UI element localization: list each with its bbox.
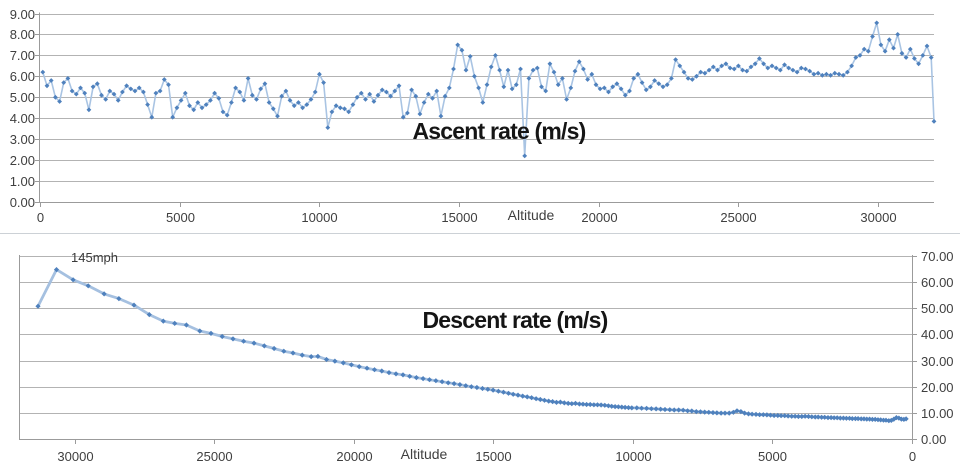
x-tick-label: 10000 [615, 449, 651, 464]
axis-tick-labels: 0.00 1.00 2.00 3.00 4.00 5.00 6.00 7.00 8.00 9.00… [10, 7, 897, 225]
y-tick-label: 60.00 [921, 275, 954, 290]
x-tick-label: 15000 [441, 210, 477, 225]
y-tick-label: 2.00 [10, 153, 35, 168]
y-tick-label: 6.00 [10, 69, 35, 84]
y-tick-label: 10.00 [921, 406, 954, 421]
y-tick-label: 70.00 [921, 249, 954, 264]
descent-chart-title: Descent rate (m/s) [422, 307, 608, 333]
y-tick-label: 8.00 [10, 27, 35, 42]
y-tick-label: 0.00 [10, 195, 35, 210]
x-tick-label: 30000 [57, 449, 93, 464]
y-tick-label: 50.00 [921, 301, 954, 316]
series-line [36, 268, 907, 423]
x-tick-label: 10000 [301, 210, 337, 225]
x-axis-title: Altitude [401, 446, 448, 462]
y-tick-label: 20.00 [921, 380, 954, 395]
y-tick-label: 5.00 [10, 90, 35, 105]
x-tick-label: 20000 [336, 449, 372, 464]
y-tick-label: 40.00 [921, 327, 954, 342]
y-tick-label: 9.00 [10, 7, 35, 22]
x-tick-label: 5000 [758, 449, 787, 464]
series-markers [35, 267, 909, 424]
series-line [42, 22, 935, 157]
data-series [35, 267, 909, 424]
x-tick-label: 0 [37, 210, 44, 225]
data-series [40, 20, 937, 159]
descent-peak-annotation: 145mph [71, 250, 118, 265]
y-tick-label: 1.00 [10, 174, 35, 189]
axis-tick-labels: 0.00 10.00 20.00 30.00 40.00 50.00 60.00 70.00 3… [57, 249, 953, 464]
descent-chart-canvas: 0.00 10.00 20.00 30.00 40.00 50.00 60.00 70.00 3… [19, 249, 954, 464]
grid-and-axes [35, 12, 934, 207]
y-tick-label: 3.00 [10, 132, 35, 147]
ascent-chart-title: Ascent rate (m/s) [412, 118, 586, 144]
x-axis-title: Altitude [508, 207, 555, 223]
x-tick-label: 25000 [196, 449, 232, 464]
y-tick-label: 0.00 [921, 432, 946, 447]
y-tick-label: 30.00 [921, 354, 954, 369]
x-tick-label: 20000 [581, 210, 617, 225]
x-tick-label: 25000 [720, 210, 756, 225]
x-tick-label: 5000 [166, 210, 195, 225]
x-tick-label: 0 [909, 449, 916, 464]
x-tick-label: 30000 [860, 210, 896, 225]
y-tick-label: 4.00 [10, 111, 35, 126]
y-tick-label: 7.00 [10, 48, 35, 63]
x-tick-label: 15000 [475, 449, 511, 464]
ascent-chart-canvas: 0.00 1.00 2.00 3.00 4.00 5.00 6.00 7.00 8.00 9.00… [0, 7, 960, 234]
